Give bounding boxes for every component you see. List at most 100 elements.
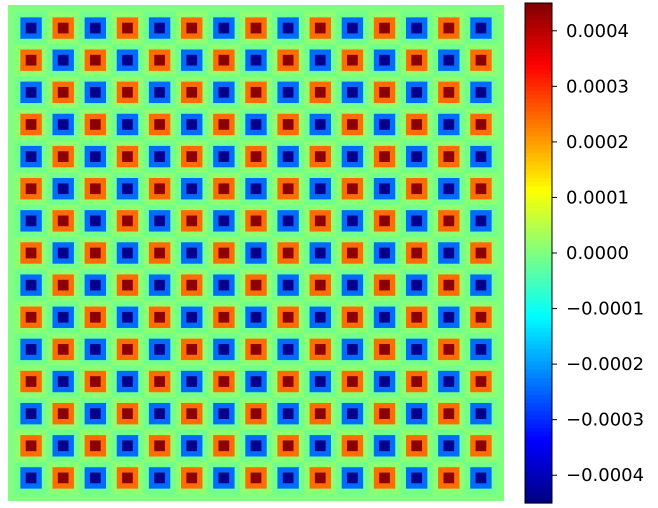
heatmap-cell xyxy=(175,172,209,206)
heatmap-cell xyxy=(111,76,144,109)
colorbar-segment xyxy=(525,465,552,471)
colorbar-segment xyxy=(525,286,552,292)
heatmap-cell xyxy=(143,269,177,302)
heatmap-cell xyxy=(272,461,305,495)
heatmap-cell xyxy=(400,76,434,109)
heatmap-cell xyxy=(432,172,466,206)
heatmap-cell xyxy=(400,236,434,270)
colorbar-segment xyxy=(525,194,552,200)
heatmap-cell xyxy=(207,365,241,398)
colorbar-segment xyxy=(525,469,552,475)
heatmap-cell xyxy=(432,44,466,77)
colorbar-segment xyxy=(525,57,552,62)
colorbar-segment xyxy=(525,332,552,337)
colorbar-tick-label: 0.0001 xyxy=(566,187,629,208)
colorbar-segment xyxy=(525,344,552,350)
heatmap-cell xyxy=(432,76,466,109)
heatmap-cell xyxy=(111,44,144,77)
heatmap-cell xyxy=(15,204,48,238)
heatmap-cell xyxy=(15,397,48,431)
colorbar-segment xyxy=(525,3,552,8)
heatmap-cell xyxy=(272,108,305,141)
colorbar-segment xyxy=(525,265,552,271)
heatmap-cell xyxy=(272,76,305,109)
colorbar-segment xyxy=(525,244,552,250)
heatmap-cell xyxy=(111,236,144,270)
heatmap-cell xyxy=(336,333,369,366)
heatmap-cell xyxy=(79,333,112,366)
colorbar-segment xyxy=(525,73,552,79)
heatmap-cell xyxy=(143,333,177,366)
colorbar-segment xyxy=(525,223,552,229)
heatmap-cell xyxy=(464,236,498,270)
colorbar-segment xyxy=(525,357,552,362)
heatmap-cell xyxy=(464,269,498,302)
heatmap-cell xyxy=(464,333,498,366)
colorbar-segment xyxy=(525,415,552,421)
heatmap-cell xyxy=(79,236,112,270)
heatmap-cell xyxy=(239,429,273,463)
heatmap-cell xyxy=(207,236,241,270)
colorbar-segment xyxy=(525,32,552,37)
heatmap-cell xyxy=(239,172,273,206)
heatmap-cell xyxy=(464,140,498,174)
heatmap-cell xyxy=(239,333,273,366)
colorbar-segment xyxy=(525,436,552,442)
heatmap-cell xyxy=(143,108,177,141)
heatmap-cell xyxy=(464,365,498,398)
colorbar-segment xyxy=(525,119,552,125)
heatmap-cell xyxy=(239,397,273,431)
colorbar-segment xyxy=(525,307,552,312)
heatmap-cell xyxy=(15,44,48,77)
colorbar-segment xyxy=(525,65,552,71)
heatmap-cell xyxy=(432,333,466,366)
heatmap-cell xyxy=(400,140,434,174)
heatmap-cell xyxy=(175,301,209,334)
colorbar-segment xyxy=(525,353,552,358)
heatmap-cell xyxy=(207,301,241,334)
colorbar-segment xyxy=(525,228,552,233)
heatmap-cell xyxy=(336,204,369,238)
heatmap-cell xyxy=(368,44,401,77)
colorbar-segment xyxy=(525,432,552,437)
colorbar-segment xyxy=(525,115,552,121)
colorbar-segment xyxy=(525,273,552,279)
heatmap-cell xyxy=(111,333,144,366)
heatmap-cell xyxy=(79,461,112,495)
heatmap-cell xyxy=(336,236,369,270)
colorbar-segment xyxy=(525,98,552,104)
heatmap-cell xyxy=(304,365,337,398)
heatmap-cell xyxy=(15,140,48,174)
colorbar-segment xyxy=(525,361,552,367)
colorbar-segment xyxy=(525,419,552,425)
heatmap-cell xyxy=(207,12,241,45)
heatmap-cell xyxy=(47,108,80,141)
heatmap-cell xyxy=(400,12,434,45)
heatmap-cell xyxy=(336,461,369,495)
heatmap-cell xyxy=(304,301,337,334)
heatmap-cell xyxy=(464,301,498,334)
heatmap-cell xyxy=(15,301,48,334)
heatmap-cell xyxy=(47,44,80,77)
heatmap-cell xyxy=(143,204,177,238)
heatmap-cell xyxy=(239,236,273,270)
colorbar-segment xyxy=(525,15,552,21)
colorbar-segment xyxy=(525,161,552,167)
colorbar-segment xyxy=(525,215,552,221)
heatmap-cell xyxy=(400,44,434,77)
colorbar-segment xyxy=(525,28,552,33)
colorbar-segment xyxy=(525,411,552,417)
heatmap-cell xyxy=(239,461,273,495)
heatmap-cell xyxy=(207,269,241,302)
heatmap-cell xyxy=(304,140,337,174)
heatmap-cell xyxy=(111,108,144,141)
colorbar-segment xyxy=(525,94,552,100)
colorbar-segment xyxy=(525,494,552,500)
heatmap-cell xyxy=(175,236,209,270)
heatmap-cell xyxy=(79,76,112,109)
colorbar-segment xyxy=(525,290,552,296)
colorbar-segment xyxy=(525,390,552,396)
colorbar-segment xyxy=(525,328,552,333)
heatmap-cell xyxy=(368,172,401,206)
colorbar-segment xyxy=(525,203,552,208)
